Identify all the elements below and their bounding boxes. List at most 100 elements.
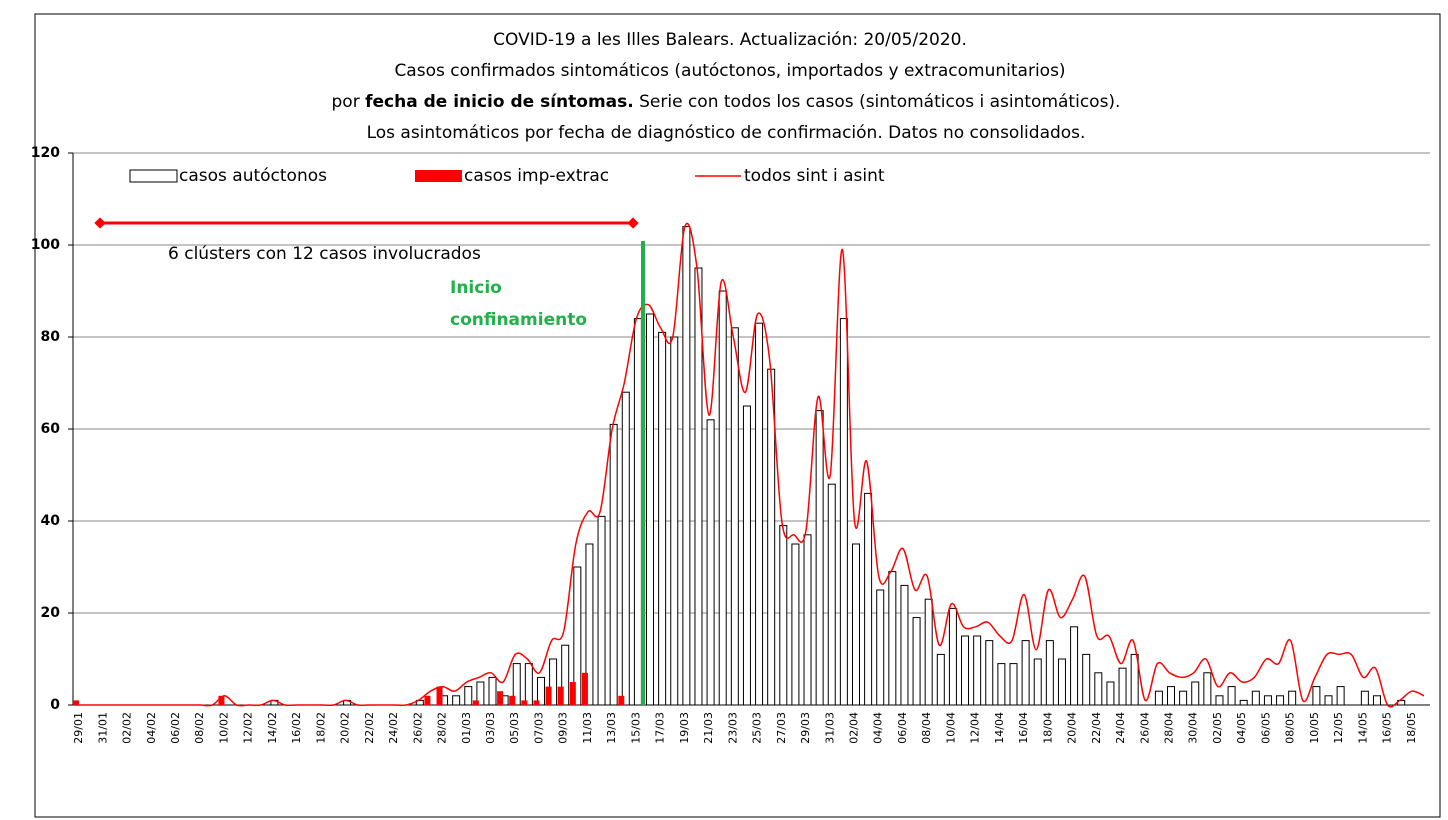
x-tick-label: 01/03 bbox=[460, 712, 473, 744]
x-tick-label: 13/03 bbox=[605, 712, 618, 744]
bar bbox=[912, 617, 921, 706]
bar bbox=[779, 525, 788, 706]
bar bbox=[1215, 695, 1224, 706]
cluster-range-end bbox=[94, 217, 106, 229]
bar bbox=[730, 327, 739, 706]
x-tick-label: 22/02 bbox=[363, 712, 376, 744]
bar bbox=[1118, 667, 1127, 706]
bar bbox=[1094, 672, 1103, 706]
bar bbox=[415, 699, 424, 706]
bar bbox=[706, 419, 715, 706]
x-tick-label: 12/04 bbox=[969, 712, 982, 744]
bar bbox=[1106, 681, 1115, 706]
bar bbox=[218, 695, 225, 705]
x-tick-label: 06/02 bbox=[169, 712, 182, 744]
x-tick-label: 17/03 bbox=[654, 712, 667, 744]
title-line: Casos confirmados sintomáticos (autócton… bbox=[394, 61, 1065, 81]
x-tick-label: 22/04 bbox=[1090, 712, 1103, 744]
bar bbox=[1045, 640, 1054, 706]
bar bbox=[1288, 690, 1297, 706]
x-tick-label: 12/05 bbox=[1332, 712, 1345, 744]
bar bbox=[1312, 686, 1321, 706]
bar bbox=[1191, 681, 1200, 706]
bar bbox=[509, 695, 516, 705]
bar bbox=[1070, 626, 1079, 706]
x-tick-label: 02/04 bbox=[847, 712, 860, 744]
bar bbox=[1203, 672, 1212, 706]
bar bbox=[1021, 640, 1030, 706]
legend-label: casos imp-extrac bbox=[464, 166, 609, 186]
x-tick-label: 04/04 bbox=[872, 712, 885, 744]
title-part: Serie con todos los casos (sintomáticos … bbox=[639, 92, 1120, 112]
bar bbox=[1227, 686, 1236, 706]
lockdown-annotation: confinamiento bbox=[450, 310, 587, 330]
bar bbox=[497, 691, 504, 705]
bar bbox=[803, 534, 812, 706]
x-tick-label: 26/02 bbox=[411, 712, 424, 744]
x-tick-label: 29/01 bbox=[72, 712, 85, 744]
bar bbox=[597, 515, 606, 706]
bar bbox=[436, 686, 443, 705]
x-tick-label: 20/04 bbox=[1066, 712, 1079, 744]
bar bbox=[1033, 658, 1042, 706]
bar bbox=[633, 318, 642, 706]
x-tick-label: 08/04 bbox=[920, 712, 933, 744]
x-tick-label: 28/04 bbox=[1163, 712, 1176, 744]
bar bbox=[1263, 695, 1272, 706]
bar bbox=[549, 658, 558, 706]
bar bbox=[452, 695, 461, 706]
bar bbox=[618, 695, 625, 705]
x-tick-label: 16/02 bbox=[290, 712, 303, 744]
x-tick-label: 09/03 bbox=[557, 712, 570, 744]
bar bbox=[646, 313, 655, 706]
bar bbox=[1360, 690, 1369, 706]
title-part: por bbox=[332, 92, 360, 112]
bar bbox=[545, 686, 552, 705]
bar bbox=[521, 700, 528, 705]
bar bbox=[985, 640, 994, 706]
x-tick-label: 24/02 bbox=[387, 712, 400, 744]
bar bbox=[1057, 658, 1066, 706]
bar bbox=[472, 700, 479, 705]
bar bbox=[1082, 653, 1091, 706]
x-tick-label: 29/03 bbox=[799, 712, 812, 744]
legend-label: casos autóctonos bbox=[179, 166, 327, 186]
x-tick-label: 16/05 bbox=[1381, 712, 1394, 744]
bar bbox=[488, 676, 497, 706]
bar bbox=[569, 682, 576, 705]
bar bbox=[512, 663, 521, 706]
bar bbox=[718, 290, 727, 706]
bar bbox=[1336, 686, 1345, 706]
bar bbox=[755, 322, 764, 706]
x-tick-label: 23/03 bbox=[726, 712, 739, 744]
legend-swatch bbox=[415, 170, 462, 182]
title-line: Los asintomáticos por fecha de diagnósti… bbox=[367, 123, 1086, 143]
x-tick-label: 06/04 bbox=[896, 712, 909, 744]
bar bbox=[1179, 690, 1188, 706]
x-tick-label: 10/02 bbox=[217, 712, 230, 744]
y-tick-label: 40 bbox=[41, 513, 61, 529]
x-tick-label: 24/04 bbox=[1114, 712, 1127, 744]
bar bbox=[536, 676, 545, 706]
x-tick-label: 07/03 bbox=[532, 712, 545, 744]
x-tick-label: 12/02 bbox=[242, 712, 255, 744]
bar bbox=[1276, 695, 1285, 706]
bar bbox=[997, 663, 1006, 706]
x-tick-label: 18/02 bbox=[314, 712, 327, 744]
line-series bbox=[79, 222, 1425, 708]
chart-frame bbox=[34, 13, 1441, 818]
bar bbox=[851, 543, 860, 706]
x-tick-label: 18/04 bbox=[1041, 712, 1054, 744]
x-tick-label: 11/03 bbox=[581, 712, 594, 744]
bar bbox=[682, 226, 691, 706]
bar bbox=[73, 700, 80, 705]
x-tick-label: 26/04 bbox=[1138, 712, 1151, 744]
bar bbox=[1324, 695, 1333, 706]
x-tick-label: 06/05 bbox=[1259, 712, 1272, 744]
x-tick-label: 04/02 bbox=[145, 712, 158, 744]
bar bbox=[694, 267, 703, 706]
bar bbox=[533, 700, 540, 705]
bar bbox=[658, 331, 667, 706]
